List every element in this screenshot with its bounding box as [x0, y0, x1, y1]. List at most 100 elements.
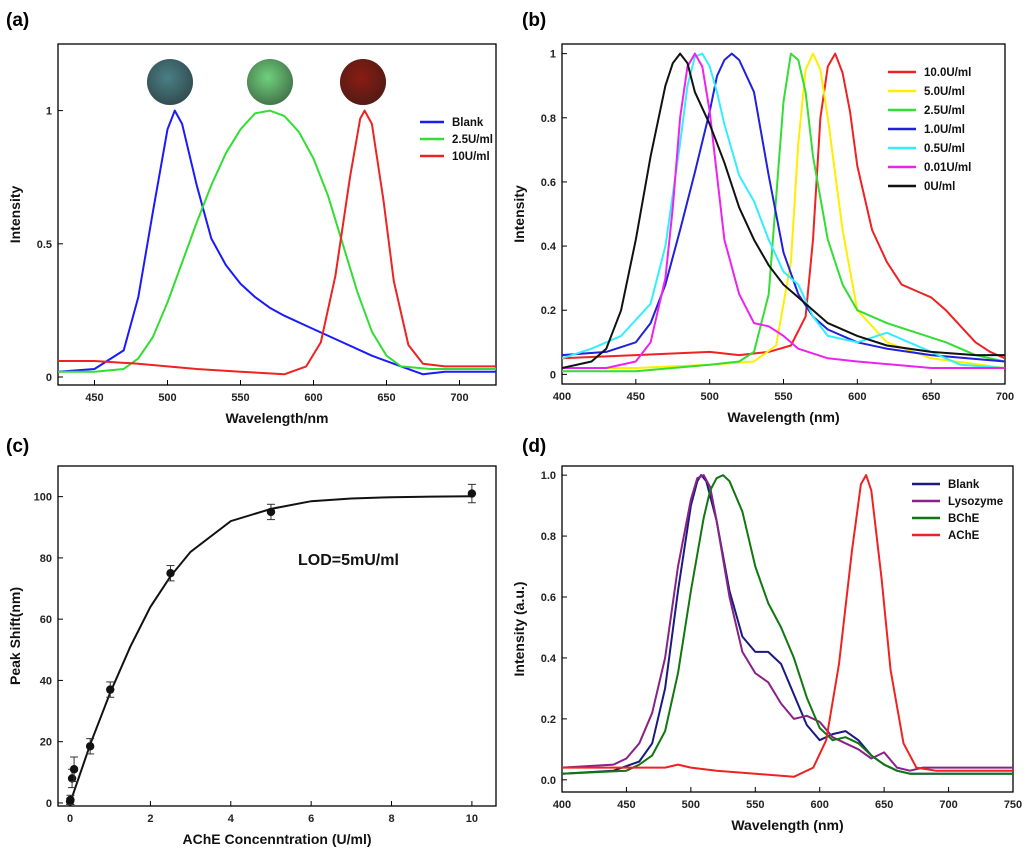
- panel-c-y-tick-label: 20: [40, 737, 52, 749]
- panel-c-label: (c): [6, 436, 29, 457]
- panel-c-x-tick-label: 10: [466, 813, 478, 825]
- panel-b-y-tick-label: 0.2: [541, 305, 556, 317]
- panel-c-y-tick-label: 100: [34, 492, 52, 504]
- panel-a-series-line-blank: [58, 109, 496, 376]
- panel-b-series-line-1-0u-ml: [562, 52, 1005, 363]
- panel-d-axes-frame: [561, 465, 1014, 793]
- panel-a-label: (a): [6, 10, 29, 31]
- panel-d-plot: 400 450 500 550 600 650 700 750 0.0 0.2 0.4 0.6 0.8 1…: [511, 465, 1022, 833]
- panel-b-legend-label-0-5u-ml: 0.5U/ml: [924, 143, 965, 155]
- panel-a-inset-photo-shade-2: [247, 59, 293, 105]
- panel-c-data-point: [467, 489, 477, 498]
- panel-d-series-line-ache: [562, 474, 1013, 778]
- panel-b-y-tick-label: 0.4: [541, 241, 557, 253]
- panel-c-y-tick-label: 60: [40, 614, 52, 626]
- panel-d-x-tick-label: 550: [746, 799, 764, 811]
- panel-d-x-tick-label: 700: [939, 799, 957, 811]
- panel-c-y-tick-label: 0: [46, 798, 52, 810]
- panel-b-legend-label-10-0u-ml: 10.0U/ml: [924, 67, 971, 79]
- panel-a-x-tick-label: 450: [85, 392, 103, 404]
- panel-b-x-tick-label: 700: [996, 391, 1014, 403]
- panel-a-series-line-10u-ml: [58, 109, 496, 376]
- panel-d-series-line-lysozyme: [562, 474, 1013, 772]
- panel-c-data-point: [85, 742, 95, 751]
- panel-b-y-tick-label: 0.8: [541, 113, 556, 125]
- panel-b-series-line-0-5u-ml: [562, 52, 1005, 369]
- panel-a-x-tick-label: 500: [158, 392, 176, 404]
- panel-c-x-tick-label: 4: [228, 813, 235, 825]
- panel-d-legend-label-blank: Blank: [948, 479, 980, 491]
- panel-b-x-axis-label: Wavelength (nm): [727, 409, 839, 425]
- panel-a-x-axis-label: Wavelength/nm: [226, 410, 329, 426]
- panel-b-x-tick-label: 400: [553, 391, 571, 403]
- panel-d-y-tick-label: 0.4: [541, 653, 557, 665]
- panel-b-legend-label-0-01u-ml: 0.01U/ml: [924, 162, 971, 174]
- panel-c-annotation: LOD=5mU/ml: [298, 552, 399, 569]
- panel-a-inset-photo-shade-3: [340, 59, 386, 105]
- panel-d-y-tick-label: 0.6: [541, 592, 556, 604]
- panel-b-x-tick-label: 450: [627, 391, 645, 403]
- panel-a-legend-label-10u-ml: 10U/ml: [452, 151, 490, 163]
- panel-b-series-line-2-5u-ml: [562, 52, 1005, 373]
- panel-c-axes-frame: [57, 465, 497, 807]
- panel-c-data-point: [66, 795, 75, 805]
- panel-c-x-axis-label: AChE Concenntration (U/ml): [183, 831, 372, 847]
- panel-d-x-tick-label: 500: [682, 799, 700, 811]
- panel-a-x-tick-label: 600: [304, 392, 322, 404]
- panel-b-y-tick-label: 0.6: [541, 177, 556, 189]
- panel-b-legend-label-1-0u-ml: 1.0U/ml: [924, 124, 965, 136]
- panel-a-y-tick-label: 0: [46, 372, 52, 384]
- panel-d-y-tick-label: 1.0: [541, 470, 556, 482]
- panel-d-legend-label-ache: AChE: [948, 530, 980, 542]
- panel-c-y-tick-label: 40: [40, 675, 52, 687]
- panel-b-plot: 400 450 500 550 600 650 700 0 0.2 0.4 0.6 0.8 1 Wavel…: [511, 43, 1014, 425]
- panel-b-x-tick-label: 650: [922, 391, 940, 403]
- panel-b-series-line-0-01u-ml: [562, 52, 1005, 369]
- panel-c-data-point: [266, 507, 276, 517]
- panel-c-fit-curve: [69, 495, 472, 804]
- panel-d-legend-label-bche: BChE: [948, 513, 980, 525]
- panel-d-series-line-blank: [562, 474, 1013, 775]
- panel-a-y-tick-label: 1: [46, 106, 52, 118]
- panel-d-x-tick-label: 600: [811, 799, 829, 811]
- panel-b-y-axis-label: Intensity: [511, 185, 527, 243]
- panel-c-y-axis-label: Peak Shift(nm): [7, 587, 23, 685]
- panel-d-x-tick-label: 750: [1004, 799, 1022, 811]
- panel-b-legend-label-0u-ml: 0U/ml: [924, 181, 955, 193]
- panel-a-legend-label-blank: Blank: [452, 117, 484, 129]
- panel-a-x-tick-label: 700: [450, 392, 468, 404]
- panel-d-label: (d): [522, 436, 546, 457]
- panel-d-legend-label-lysozyme: Lysozyme: [948, 496, 1003, 508]
- panel-d-x-tick-label: 650: [875, 799, 893, 811]
- panel-b-x-tick-label: 550: [774, 391, 792, 403]
- panel-b-x-tick-label: 600: [848, 391, 866, 403]
- panel-b-label: (b): [522, 10, 546, 31]
- panel-b-legend-label-2-5u-ml: 2.5U/ml: [924, 105, 965, 117]
- panel-d-y-tick-label: 0.8: [541, 531, 556, 543]
- panel-d-series-line-bche: [562, 474, 1013, 775]
- panel-d-x-axis-label: Wavelength (nm): [731, 817, 843, 833]
- panel-b-x-tick-label: 500: [700, 391, 718, 403]
- panel-a-axes-frame: [57, 43, 497, 386]
- panel-a-y-tick-label: 0.5: [37, 239, 52, 251]
- panel-c-x-tick-label: 8: [388, 813, 394, 825]
- panel-c-x-tick-label: 2: [147, 813, 153, 825]
- panel-a-series-line-2-5u-ml: [58, 109, 496, 373]
- panel-a-x-tick-label: 650: [377, 392, 395, 404]
- panel-d-y-axis-label: Intensity (a.u.): [511, 582, 527, 677]
- panel-d-x-tick-label: 400: [553, 799, 571, 811]
- panel-c-data-point: [69, 765, 79, 774]
- panel-c-data-point: [166, 569, 175, 578]
- panel-a-x-tick-label: 550: [231, 392, 249, 404]
- panel-d-y-tick-label: 0.0: [541, 775, 556, 787]
- panel-a-y-axis-label: Intensity: [7, 186, 23, 244]
- panel-b-y-tick-label: 1: [550, 49, 556, 61]
- panel-b-y-tick-label: 0: [550, 369, 556, 381]
- panel-b-legend-label-5-0u-ml: 5.0U/ml: [924, 86, 965, 98]
- panel-b-series-line-0u-ml: [562, 52, 1005, 369]
- panel-c-y-tick-label: 80: [40, 553, 52, 565]
- panel-a-plot: 450 500 550 600 650 700 0 0.5 1 Wavelength/nm Inte…: [7, 43, 497, 426]
- panel-c-x-tick-label: 6: [308, 813, 314, 825]
